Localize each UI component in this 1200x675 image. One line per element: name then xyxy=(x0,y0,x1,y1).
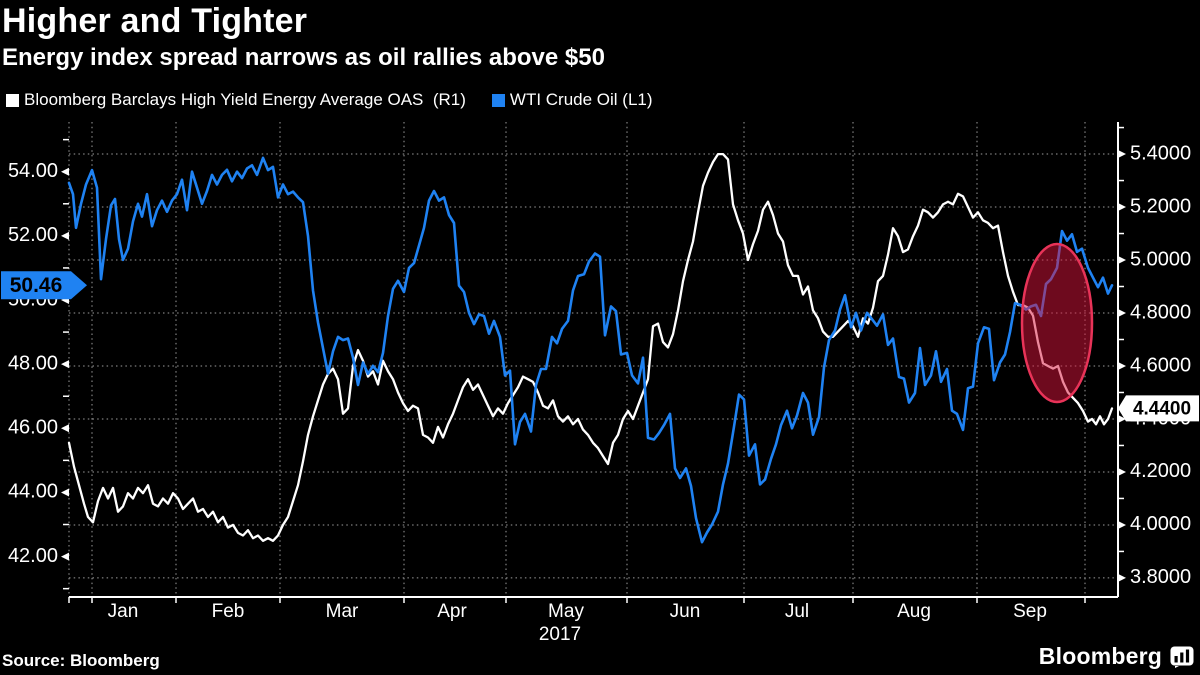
wti-swatch xyxy=(491,93,505,107)
right-axis-label: 5.4000 xyxy=(1130,142,1191,164)
left-tick-arrow xyxy=(61,424,69,433)
legend-item-wti: WTI Crude Oil (L1) xyxy=(491,90,653,110)
right-axis-label: 4.6000 xyxy=(1130,354,1191,376)
month-label: Feb xyxy=(212,601,245,622)
month-label: Jun xyxy=(670,601,701,622)
right-axis-label: 4.2000 xyxy=(1130,460,1191,482)
bloomberg-chart-icon xyxy=(1170,646,1194,668)
left-tick-arrow xyxy=(61,231,69,240)
year-label: 2017 xyxy=(539,624,581,645)
right-tick-arrow xyxy=(1118,520,1126,529)
page-subtitle: Energy index spread narrows as oil ralli… xyxy=(2,44,605,71)
left-axis-label: 48.00 xyxy=(8,352,58,374)
page-title: Higher and Tighter xyxy=(2,2,308,40)
wti-last-value-callout xyxy=(1,271,87,300)
right-tick-arrow xyxy=(1118,467,1126,476)
bloomberg-brand: Bloomberg xyxy=(1039,643,1194,670)
left-tick-arrow xyxy=(61,167,69,176)
right-tick-arrow xyxy=(1118,309,1126,318)
right-tick-arrow xyxy=(1118,256,1126,265)
legend-label-wti: WTI Crude Oil (L1) xyxy=(509,90,653,109)
left-axis-label: 46.00 xyxy=(8,417,58,439)
legend: Bloomberg Barclays High Yield Energy Ave… xyxy=(6,90,679,110)
legend-item-oas: Bloomberg Barclays High Yield Energy Ave… xyxy=(6,90,466,110)
right-axis-label: 3.8000 xyxy=(1130,566,1191,588)
left-axis-label: 44.00 xyxy=(8,481,58,503)
right-tick-arrow xyxy=(1118,150,1126,159)
right-tick-arrow xyxy=(1118,361,1126,370)
source-label: Source: Bloomberg xyxy=(2,651,160,670)
right-tick-arrow xyxy=(1118,203,1126,212)
right-tick-arrow xyxy=(1118,414,1126,423)
wti-last-value-text: 50.46 xyxy=(10,274,63,297)
hy-energy-oas-line xyxy=(67,152,1114,542)
left-axis-label: 54.00 xyxy=(8,160,58,182)
bloomberg-wordmark: Bloomberg xyxy=(1038,643,1162,669)
right-axis-label: 5.2000 xyxy=(1130,195,1191,217)
wti-crude-line xyxy=(67,156,1114,544)
oas-last-value-text: 4.4400 xyxy=(1133,398,1191,419)
oas-last-value-callout xyxy=(1118,395,1199,422)
right-axis-label: 4.0000 xyxy=(1130,513,1191,535)
left-tick-arrow xyxy=(61,552,69,561)
oas-swatch xyxy=(6,93,19,107)
month-label: May xyxy=(548,601,584,622)
month-label: Jan xyxy=(108,601,139,622)
left-axis-label: 52.00 xyxy=(8,224,58,246)
legend-label-oas: Bloomberg Barclays High Yield Energy Ave… xyxy=(24,90,466,109)
highlight-ellipse-annotation[interactable] xyxy=(1020,242,1094,404)
month-label: Jul xyxy=(785,601,809,622)
right-axis-label: 5.0000 xyxy=(1130,248,1191,270)
left-tick-arrow xyxy=(61,488,69,497)
right-tick-arrow xyxy=(1118,573,1126,582)
month-label: Mar xyxy=(326,601,359,622)
left-axis-label: 42.00 xyxy=(8,545,58,567)
month-label: Aug xyxy=(897,601,931,622)
right-axis-label: 4.8000 xyxy=(1130,301,1191,323)
left-tick-arrow xyxy=(61,360,69,369)
month-label: Sep xyxy=(1013,601,1047,622)
month-label: Apr xyxy=(437,601,467,622)
